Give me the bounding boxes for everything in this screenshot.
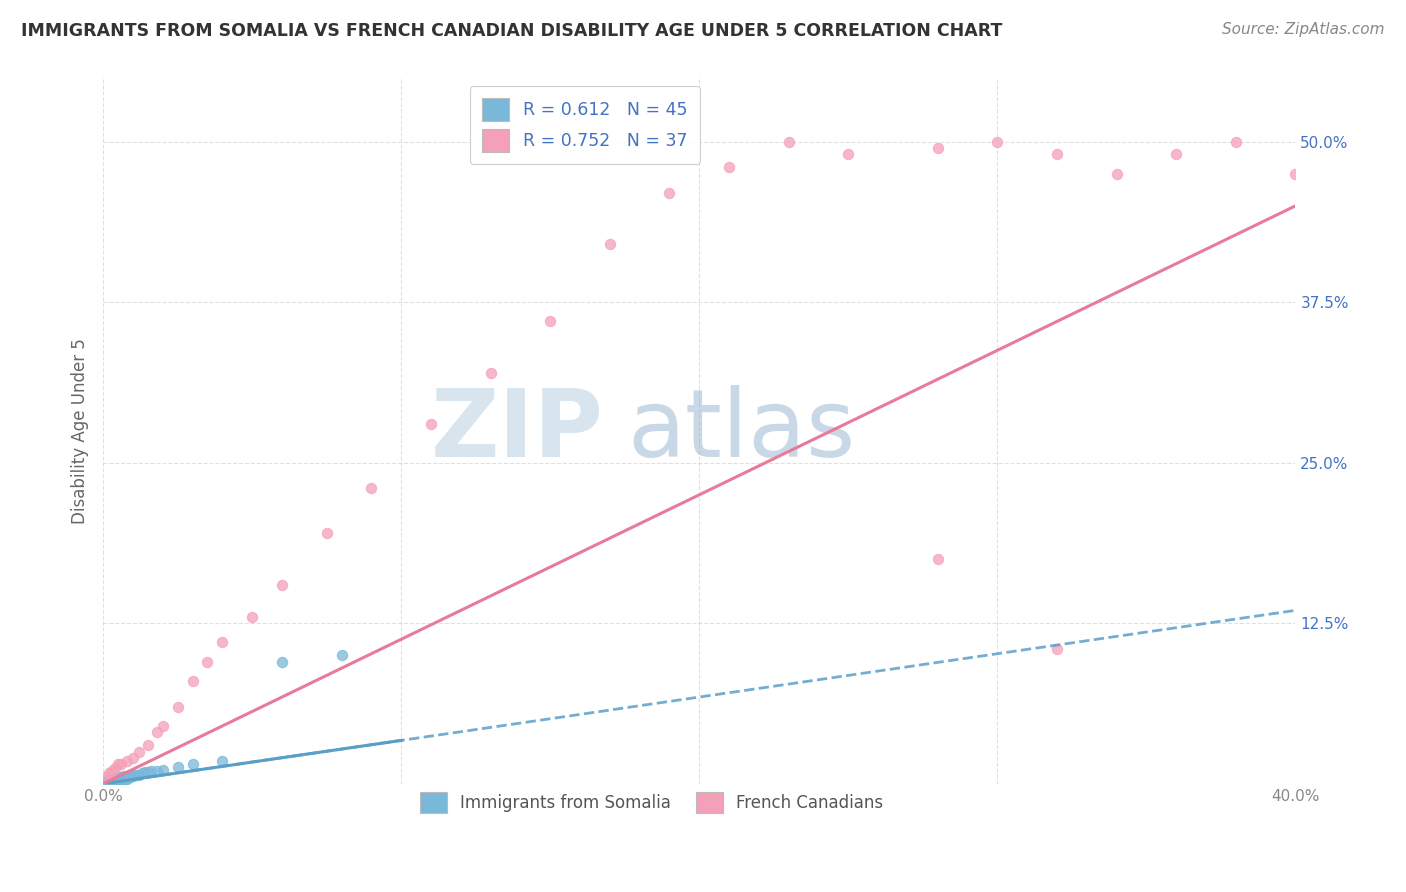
Point (1225, 135, 1247, 149)
Point (599, 237, 621, 252)
Point (115, 754, 138, 768)
Point (110, 772, 132, 787)
Point (1046, 641, 1069, 656)
Point (166, 699, 188, 714)
Point (98, 775, 121, 789)
Point (110, 772, 132, 786)
Y-axis label: Disability Age Under 5: Disability Age Under 5 (72, 338, 89, 524)
Point (112, 772, 135, 786)
Point (658, 186, 681, 200)
Point (131, 766, 153, 780)
Point (211, 635, 233, 649)
Point (104, 761, 127, 775)
Point (271, 577, 294, 591)
Point (118, 770, 141, 784)
Point (101, 774, 124, 789)
Point (122, 751, 145, 765)
Point (152, 719, 174, 733)
Point (166, 760, 188, 774)
Point (211, 754, 233, 768)
Point (315, 526, 337, 541)
Point (146, 725, 169, 739)
Point (134, 765, 156, 780)
Point (181, 673, 204, 688)
Point (104, 772, 127, 787)
Point (101, 775, 124, 789)
Point (122, 769, 145, 783)
Point (128, 745, 150, 759)
Point (110, 770, 132, 784)
Point (110, 772, 132, 786)
Point (718, 161, 741, 175)
Point (104, 772, 127, 786)
Point (139, 764, 162, 778)
Point (94, 775, 117, 789)
Point (1166, 147, 1188, 161)
Point (538, 314, 561, 328)
Point (107, 772, 129, 787)
Point (136, 738, 159, 752)
Point (104, 774, 127, 789)
Point (146, 764, 169, 778)
Point (118, 769, 141, 783)
Point (128, 768, 150, 782)
Point (927, 141, 949, 155)
Point (110, 757, 132, 772)
Text: IMMIGRANTS FROM SOMALIA VS FRENCH CANADIAN DISABILITY AGE UNDER 5 CORRELATION CH: IMMIGRANTS FROM SOMALIA VS FRENCH CANADI… (21, 22, 1002, 40)
Point (197, 655, 219, 669)
Point (101, 764, 124, 778)
Point (152, 763, 174, 777)
Legend: Immigrants from Somalia, French Canadians: Immigrants from Somalia, French Canadian… (408, 780, 894, 825)
Point (1284, 167, 1306, 181)
Point (420, 417, 443, 432)
Point (181, 757, 204, 772)
Point (115, 769, 138, 783)
Point (98, 766, 121, 780)
Point (101, 772, 124, 786)
Point (125, 768, 148, 782)
Point (778, 135, 800, 149)
Point (112, 770, 135, 784)
Text: ZIP: ZIP (432, 384, 605, 476)
Point (986, 135, 1008, 149)
Point (360, 482, 382, 496)
Point (112, 772, 135, 787)
Point (240, 609, 263, 624)
Point (115, 772, 138, 786)
Point (122, 768, 145, 782)
Point (837, 147, 859, 161)
Point (112, 769, 135, 783)
Point (136, 765, 159, 780)
Point (330, 648, 353, 663)
Point (479, 366, 502, 380)
Point (107, 757, 129, 772)
Point (271, 655, 294, 669)
Point (107, 770, 129, 784)
Point (98, 774, 121, 789)
Point (1046, 147, 1069, 161)
Point (927, 552, 949, 566)
Point (94, 774, 117, 789)
Point (1105, 167, 1128, 181)
Text: atlas: atlas (627, 384, 856, 476)
Point (94, 770, 117, 784)
Point (101, 772, 124, 787)
Point (104, 772, 127, 787)
Point (98, 772, 121, 787)
Point (107, 772, 129, 786)
Text: Source: ZipAtlas.com: Source: ZipAtlas.com (1222, 22, 1385, 37)
Point (107, 774, 129, 789)
Point (115, 770, 138, 784)
